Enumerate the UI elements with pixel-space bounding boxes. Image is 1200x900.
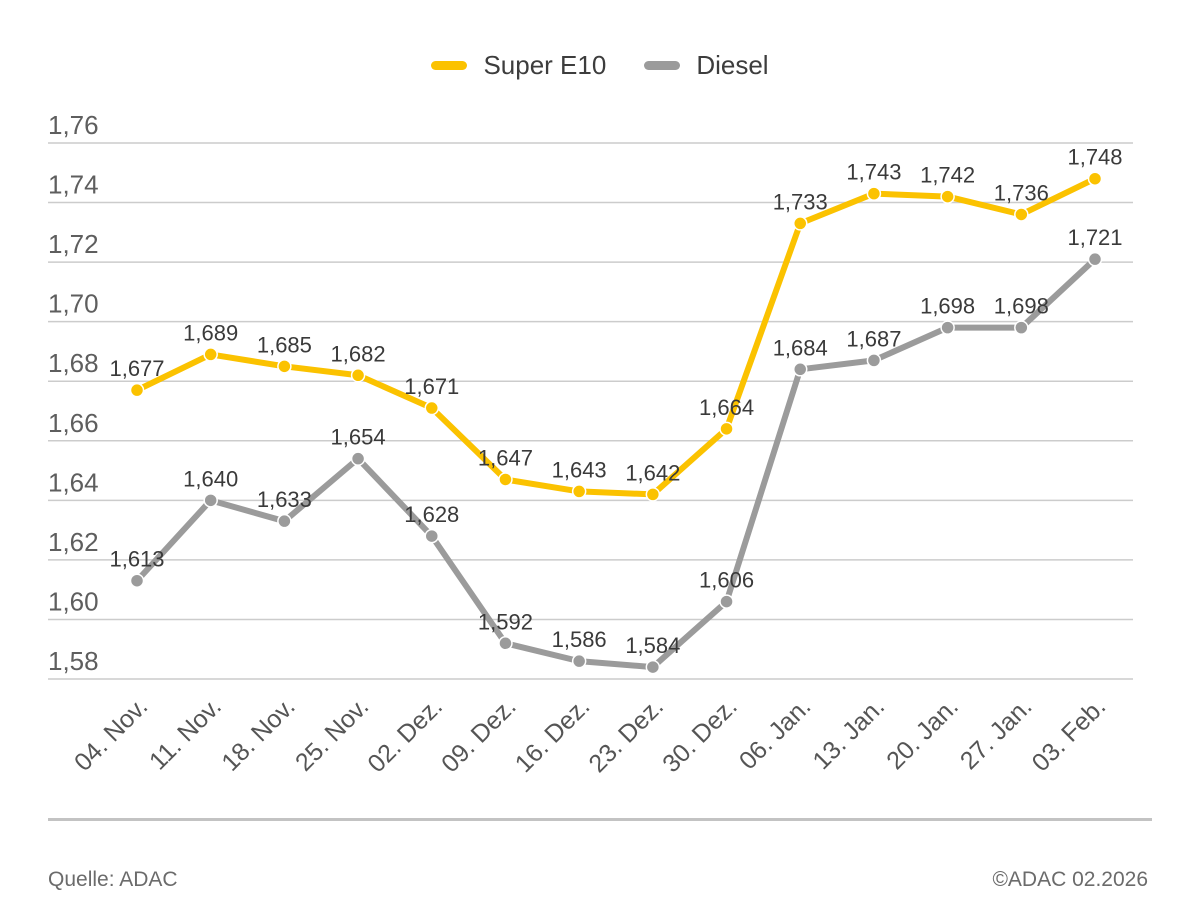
data-label-diesel: 1,721 bbox=[1067, 225, 1122, 250]
x-axis-label: 27. Jan. bbox=[955, 692, 1038, 775]
data-label-diesel: 1,698 bbox=[994, 294, 1049, 319]
footer: Quelle: ADAC ©ADAC 02.2026 bbox=[48, 868, 1148, 892]
data-point-super-e10 bbox=[424, 400, 440, 416]
data-point-super-e10 bbox=[1087, 171, 1103, 186]
data-label-super-e10: 1,642 bbox=[625, 460, 680, 485]
source-text: Quelle: ADAC bbox=[48, 868, 178, 891]
data-point-diesel bbox=[792, 362, 808, 377]
data-point-super-e10 bbox=[350, 368, 366, 383]
data-label-diesel: 1,613 bbox=[109, 547, 164, 572]
line-chart: 1,76 1,74 1,72 1,70 1,68 1,66 1,64 1,62 1,60 1,58… bbox=[48, 110, 1133, 778]
series-line-diesel bbox=[134, 256, 1098, 671]
legend-label-diesel: Diesel bbox=[696, 50, 769, 80]
copyright-text: ©ADAC 02.2026 bbox=[992, 868, 1148, 891]
data-label-diesel: 1,592 bbox=[478, 609, 533, 634]
data-label-diesel: 1,687 bbox=[846, 326, 901, 351]
data-label-super-e10: 1,647 bbox=[478, 445, 533, 470]
data-point-super-e10 bbox=[277, 359, 292, 374]
data-label-diesel: 1,640 bbox=[183, 466, 238, 491]
data-label-super-e10: 1,643 bbox=[552, 457, 607, 482]
data-point-super-e10 bbox=[1014, 207, 1029, 222]
data-point-diesel bbox=[645, 659, 661, 675]
data-point-diesel bbox=[277, 513, 292, 529]
data-label-super-e10: 1,736 bbox=[994, 180, 1049, 205]
y-axis-label: 1,64 bbox=[48, 467, 99, 497]
y-axis-label: 1,72 bbox=[48, 229, 99, 259]
data-label-diesel: 1,633 bbox=[257, 487, 312, 512]
data-point-diesel bbox=[719, 594, 734, 609]
data-label-super-e10: 1,742 bbox=[920, 163, 975, 188]
data-point-diesel bbox=[129, 573, 145, 588]
data-point-super-e10 bbox=[866, 186, 882, 201]
data-label-super-e10: 1,671 bbox=[404, 374, 459, 399]
data-label-diesel: 1,628 bbox=[404, 502, 459, 527]
y-axis-label: 1,70 bbox=[48, 289, 99, 319]
data-label-super-e10: 1,743 bbox=[846, 160, 901, 185]
data-point-diesel bbox=[498, 636, 513, 651]
data-label-diesel: 1,684 bbox=[773, 335, 828, 360]
legend-label-super-e10: Super E10 bbox=[483, 50, 607, 80]
y-axis-label: 1,74 bbox=[48, 170, 99, 200]
y-axis-label: 1,76 bbox=[48, 110, 99, 140]
x-axis-label: 18. Nov. bbox=[216, 692, 300, 776]
legend-swatch-super-e10 bbox=[431, 60, 468, 70]
data-label-super-e10: 1,682 bbox=[331, 341, 386, 366]
data-label-super-e10: 1,685 bbox=[257, 332, 312, 357]
data-point-diesel bbox=[203, 493, 218, 508]
legend-swatch-diesel bbox=[644, 60, 681, 70]
x-axis-label: 16. Dez. bbox=[510, 692, 596, 778]
x-axis-label: 11. Nov. bbox=[144, 692, 227, 775]
y-axis-label: 1,68 bbox=[48, 348, 99, 378]
x-axis-label: 06. Jan. bbox=[734, 692, 817, 775]
data-label-diesel: 1,584 bbox=[625, 633, 680, 658]
data-label-super-e10: 1,677 bbox=[109, 356, 164, 381]
x-axis-label: 13. Jan. bbox=[807, 692, 890, 775]
data-point-diesel bbox=[424, 528, 440, 544]
data-point-super-e10 bbox=[645, 487, 661, 502]
legend-item-diesel: Diesel bbox=[644, 50, 769, 80]
data-point-super-e10 bbox=[719, 421, 734, 437]
y-axis-label: 1,58 bbox=[48, 646, 99, 676]
series-line-super-e10 bbox=[134, 175, 1098, 498]
data-label-diesel: 1,698 bbox=[920, 294, 975, 319]
data-label-super-e10: 1,733 bbox=[773, 189, 828, 214]
data-label-super-e10: 1,689 bbox=[183, 320, 238, 345]
data-point-diesel bbox=[940, 320, 955, 335]
data-point-diesel bbox=[350, 451, 366, 466]
data-point-diesel bbox=[866, 353, 882, 368]
x-axis-label: 09. Dez. bbox=[436, 692, 522, 778]
x-axis-label: 23. Dez. bbox=[583, 692, 669, 778]
data-label-diesel: 1,586 bbox=[552, 627, 607, 652]
x-axis-label: 20. Jan. bbox=[881, 692, 964, 775]
y-axis-label: 1,62 bbox=[48, 527, 99, 557]
data-point-super-e10 bbox=[129, 382, 145, 398]
x-axis-label: 03. Feb. bbox=[1027, 692, 1112, 777]
footer-divider bbox=[48, 818, 1152, 821]
data-point-diesel bbox=[1087, 251, 1103, 267]
data-point-diesel bbox=[571, 653, 587, 669]
data-point-super-e10 bbox=[203, 347, 218, 362]
data-label-super-e10: 1,748 bbox=[1067, 145, 1122, 170]
legend: Super E10 Diesel bbox=[0, 52, 1200, 78]
x-axis-label: 30. Dez. bbox=[657, 692, 743, 778]
y-axis-label: 1,66 bbox=[48, 408, 99, 438]
data-point-super-e10 bbox=[571, 484, 587, 499]
legend-item-super-e10: Super E10 bbox=[431, 52, 606, 78]
y-axis-label: 1,60 bbox=[48, 586, 99, 616]
data-point-diesel bbox=[1014, 320, 1029, 335]
x-axis-label: 25. Nov. bbox=[290, 692, 374, 776]
x-axis-label: 02. Dez. bbox=[362, 692, 448, 778]
data-point-super-e10 bbox=[792, 216, 808, 231]
data-point-super-e10 bbox=[498, 472, 513, 487]
data-label-diesel: 1,606 bbox=[699, 568, 754, 593]
data-point-super-e10 bbox=[940, 189, 955, 204]
data-label-super-e10: 1,664 bbox=[699, 395, 754, 420]
data-label-diesel: 1,654 bbox=[331, 425, 386, 450]
x-axis-label: 04. Nov. bbox=[69, 692, 153, 776]
